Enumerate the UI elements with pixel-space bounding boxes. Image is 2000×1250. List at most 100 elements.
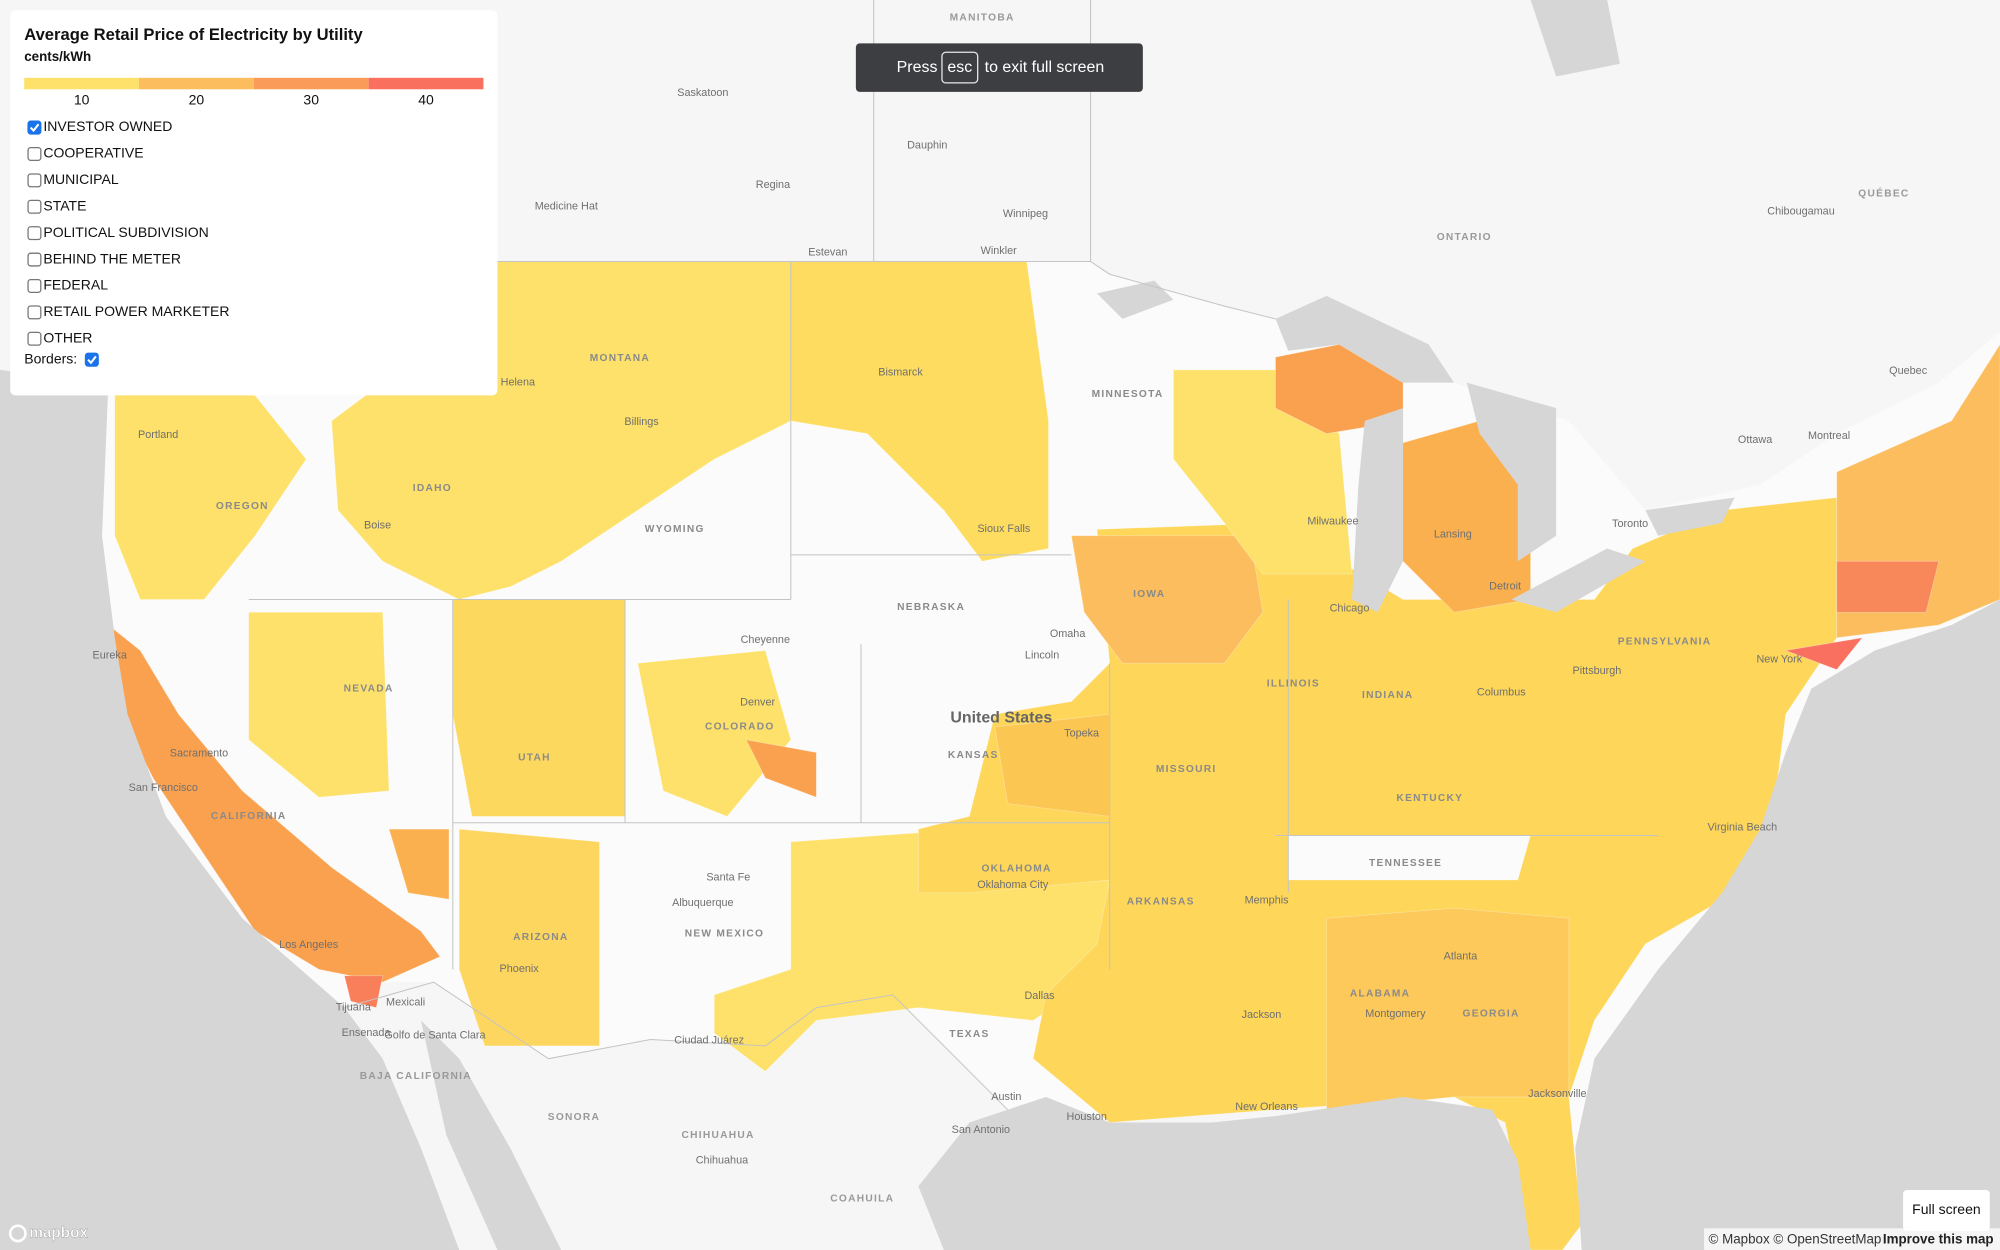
place-label: Cheyenne [741, 634, 790, 646]
place-label: MISSOURI [1156, 764, 1217, 775]
checkbox[interactable] [27, 146, 42, 161]
utility-area [637, 650, 792, 817]
logo-icon [8, 1224, 27, 1243]
toast-text: Press [897, 59, 938, 76]
place-label: COLORADO [705, 722, 775, 733]
option-label[interactable]: BEHIND THE METER [43, 250, 181, 266]
place-label: KANSAS [948, 750, 999, 761]
place-label: MINNESOTA [1092, 389, 1164, 400]
place-label: Lincoln [1025, 649, 1059, 661]
checkbox[interactable] [27, 278, 42, 293]
checkbox[interactable] [27, 120, 42, 135]
utility-area [745, 739, 817, 798]
option-label[interactable]: RETAIL POWER MARKETER [43, 303, 229, 319]
lake [1645, 497, 1735, 536]
place-label: TEXAS [949, 1029, 989, 1040]
place-label: COAHUILA [830, 1194, 894, 1205]
checkbox[interactable] [27, 252, 42, 267]
place-label: ONTARIO [1437, 232, 1492, 243]
place-label: SONORA [548, 1112, 600, 1123]
utility-area [790, 261, 1049, 562]
toast-background [855, 43, 1143, 92]
place-label: New Orleans [1235, 1101, 1298, 1113]
place-label: Montreal [1808, 430, 1850, 442]
place-label: Columbus [1477, 686, 1526, 698]
place-label: Saskatoon [677, 87, 728, 99]
place-label: Lansing [1434, 528, 1472, 540]
place-label: WYOMING [645, 524, 705, 535]
place-label: KENTUCKY [1396, 793, 1463, 804]
option-label[interactable]: STATE [43, 197, 86, 213]
place-label: Billings [624, 416, 659, 428]
utility-area [458, 828, 600, 1047]
place-label: Los Angeles [279, 939, 339, 951]
key-box [941, 51, 979, 84]
place-label: Winkler [981, 245, 1017, 257]
map-footer: mapbox Full screen © Mapbox © OpenStreet… [8, 1190, 2000, 1250]
place-label: OREGON [216, 501, 269, 512]
lake [1466, 382, 1557, 562]
place-label: MONTANA [590, 353, 650, 364]
place-label: Montgomery [1365, 1008, 1426, 1020]
place-label: Medicine Hat [535, 200, 598, 212]
lake [1511, 548, 1646, 613]
place-label: Oklahoma City [977, 879, 1049, 891]
place-label: Quebec [1889, 365, 1928, 377]
legend-tick-label: 30 [303, 91, 319, 107]
place-label: Omaha [1050, 628, 1086, 640]
utility-area [1326, 907, 1570, 1111]
utility-areas [107, 261, 2000, 1250]
option-label[interactable]: COOPERATIVE [43, 145, 143, 161]
place-label: Estevan [808, 246, 847, 258]
place-label: OKLAHOMA [981, 863, 1051, 874]
place-label: Santa Fe [706, 871, 750, 883]
place-label: TENNESSEE [1369, 858, 1442, 869]
fullscreen-button[interactable] [1903, 1190, 1990, 1231]
legend-swatch [253, 77, 369, 90]
place-label: ALABAMA [1350, 988, 1410, 999]
place-label: IDAHO [413, 483, 452, 494]
place-label: Regina [756, 179, 791, 191]
checkbox[interactable] [84, 352, 99, 367]
place-label: ARKANSAS [1127, 896, 1195, 907]
place-label: UTAH [518, 752, 551, 763]
checkmark[interactable] [29, 123, 40, 133]
checkbox[interactable] [27, 226, 42, 241]
option-label[interactable]: MUNICIPAL [43, 171, 118, 187]
pacific-ocean [0, 369, 460, 1250]
option-label[interactable]: INVESTOR OWNED [43, 118, 172, 134]
checkbox[interactable] [27, 173, 42, 188]
place-label: Ensenada [342, 1027, 392, 1039]
country-border [344, 981, 1009, 1111]
atlantic-ocean [1575, 599, 2000, 1250]
place-label: QUÉBEC [1858, 187, 1909, 200]
attribution[interactable]: © Mapbox © OpenStreetMap [1709, 1231, 1882, 1246]
place-label: Boise [364, 519, 391, 531]
gulf-of-california [420, 1020, 562, 1250]
panel-background [10, 10, 498, 396]
checkmark[interactable] [87, 355, 97, 365]
checkbox[interactable] [27, 331, 42, 346]
logo[interactable]: mapbox [29, 1224, 89, 1241]
place-label: Helena [501, 377, 536, 389]
legend-panel: Average Retail Price of Electricity by U… [10, 10, 498, 396]
checkbox[interactable] [27, 199, 42, 214]
improve-map-link[interactable]: Improve this map [1883, 1231, 1994, 1246]
utility-area [107, 624, 441, 983]
utility-area [248, 611, 390, 798]
checkbox[interactable] [27, 305, 42, 320]
place-label: Bismarck [878, 366, 923, 378]
place-label: GEORGIA [1463, 1009, 1520, 1020]
option-label[interactable]: POLITICAL SUBDIVISION [43, 224, 208, 240]
attribution-bg [1704, 1228, 2000, 1250]
legend-tick-label: 10 [74, 91, 90, 107]
utility-area [452, 599, 626, 817]
place-label: CHIHUAHUA [682, 1130, 755, 1141]
fullscreen-label[interactable]: Full screen [1912, 1201, 1981, 1217]
place-label: Chihuahua [696, 1155, 749, 1167]
option-label[interactable]: OTHER [43, 329, 92, 345]
option-label[interactable]: FEDERAL [43, 277, 108, 293]
place-label: Milwaukee [1307, 516, 1358, 528]
